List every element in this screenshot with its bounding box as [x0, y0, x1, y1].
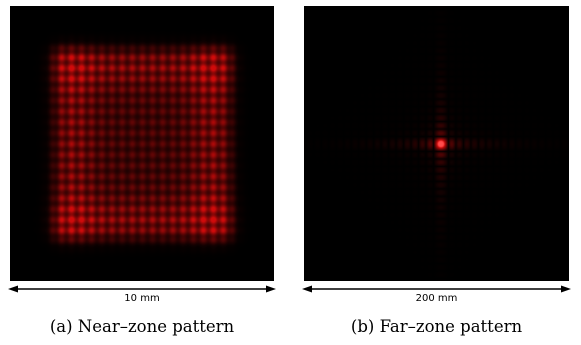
- far-zone-scale-bar: 200 mm: [302, 285, 571, 304]
- far-zone-scale-label: 200 mm: [416, 293, 458, 304]
- far-zone-scale-arrow: [302, 285, 571, 293]
- near-zone-scale-arrow: [8, 285, 276, 293]
- far-zone-caption: (b) Far–zone pattern: [350, 317, 523, 336]
- near-zone-pattern-image: [10, 6, 274, 281]
- near-zone-scale-label: 10 mm: [124, 293, 159, 304]
- far-zone-pattern-image: [304, 6, 569, 281]
- near-zone-caption: (a) Near–zone pattern: [49, 317, 235, 336]
- near-zone-scale-bar: 10 mm: [8, 285, 276, 304]
